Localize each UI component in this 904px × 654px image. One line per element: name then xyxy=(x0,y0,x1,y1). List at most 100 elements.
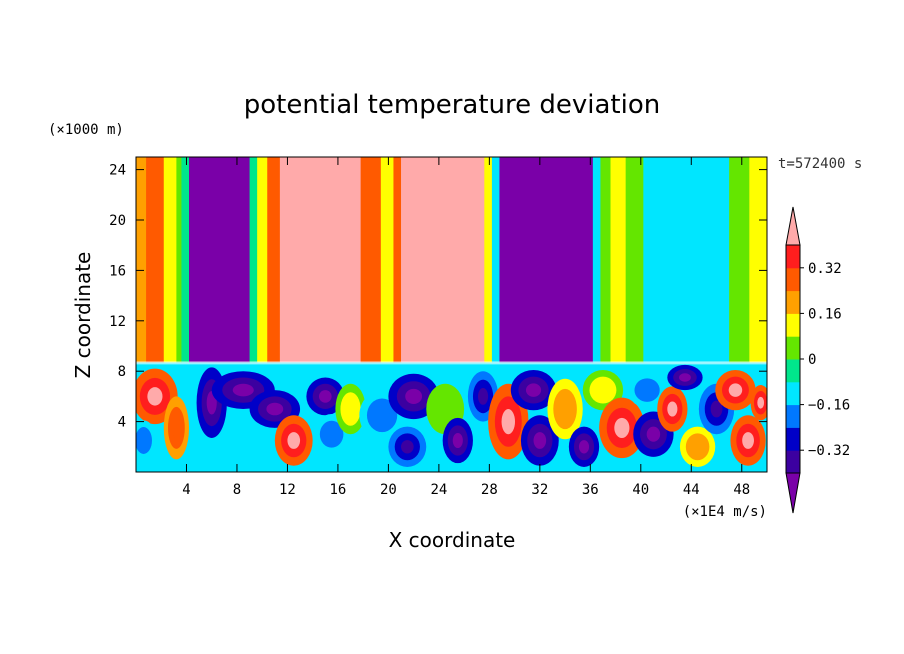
x-tick-label: 4 xyxy=(182,482,190,498)
colorbar-band xyxy=(786,450,800,474)
layer-interface xyxy=(136,361,767,365)
lower-blob xyxy=(452,432,463,449)
colorbar-band xyxy=(786,336,800,360)
upper-column xyxy=(600,157,612,363)
x-tick-label: 20 xyxy=(380,482,397,498)
upper-column xyxy=(499,157,594,363)
colorbar-label: 0.32 xyxy=(808,261,842,277)
y-tick-label: 4 xyxy=(118,415,126,431)
lower-blob xyxy=(147,387,163,406)
colorbar-max-arrow xyxy=(785,206,801,246)
x-tick-label: 48 xyxy=(733,482,750,498)
upper-column xyxy=(491,157,501,363)
lower-blob xyxy=(559,398,571,420)
upper-column xyxy=(729,157,750,363)
x-ticks: 4 8 12 16 20 24 28 32 36 40 44 48 xyxy=(182,157,750,498)
upper-column xyxy=(249,157,258,363)
lower-blob xyxy=(438,400,452,418)
upper-column xyxy=(257,157,268,363)
upper-column xyxy=(181,157,190,363)
upper-column xyxy=(610,157,627,363)
upper-column xyxy=(136,157,147,363)
upper-column xyxy=(625,157,644,363)
lower-blob xyxy=(374,406,390,424)
upper-column xyxy=(146,157,165,363)
y-axis-label: Z coordinate xyxy=(71,252,95,379)
lower-blob xyxy=(325,427,338,441)
x-tick-label: 40 xyxy=(632,482,649,498)
lower-blob xyxy=(640,384,654,396)
lower-blob xyxy=(401,440,414,454)
x-tick-label: 24 xyxy=(430,482,447,498)
colorbar-label: −0.32 xyxy=(808,443,850,459)
lower-blob xyxy=(501,409,516,435)
upper-column xyxy=(401,157,485,363)
y-tick-label: 24 xyxy=(109,163,126,179)
upper-column xyxy=(749,157,767,363)
y-tick-label: 16 xyxy=(109,263,126,279)
lower-blob xyxy=(318,390,332,403)
lower-blob xyxy=(757,396,765,409)
lower-blob xyxy=(525,383,542,397)
colorbar-min-arrow xyxy=(785,472,801,514)
x-tick-label: 16 xyxy=(329,482,346,498)
x-unit-label: (×1E4 m/s) xyxy=(683,504,767,520)
colorbar: 0.32 0.16 0 −0.16 −0.32 xyxy=(785,206,850,514)
y-tick-label: 8 xyxy=(118,364,126,380)
y-tick-label: 12 xyxy=(109,314,126,330)
x-tick-label: 32 xyxy=(531,482,548,498)
colorbar-band xyxy=(786,245,800,269)
upper-column xyxy=(484,157,493,363)
upper-column xyxy=(279,157,362,363)
upper-column xyxy=(267,157,281,363)
lower-blob xyxy=(232,383,254,397)
lower-blob xyxy=(405,388,423,404)
colorbar-band xyxy=(786,290,800,314)
lower-blob xyxy=(710,400,723,418)
colorbar-band xyxy=(786,427,800,451)
colorbar-label: 0 xyxy=(808,352,816,368)
y-tick-label: 20 xyxy=(109,213,126,229)
upper-column xyxy=(163,157,177,363)
colorbar-band xyxy=(786,267,800,292)
lower-blob xyxy=(646,426,661,442)
lower-blob xyxy=(667,401,678,417)
upper-column xyxy=(380,157,395,363)
upper-column xyxy=(176,157,183,363)
lower-blob xyxy=(742,432,754,449)
x-tick-label: 28 xyxy=(481,482,498,498)
upper-column xyxy=(360,157,382,363)
lower-blob xyxy=(679,373,691,382)
y-ticks: 4 8 12 16 20 24 xyxy=(109,163,767,431)
upper-column xyxy=(592,157,602,363)
y-unit-label: (×1000 m) xyxy=(48,122,124,138)
lower-blob xyxy=(596,383,610,397)
x-axis-label: X coordinate xyxy=(389,528,516,552)
lower-blob xyxy=(691,440,704,454)
lower-blob xyxy=(345,400,356,418)
lower-blob xyxy=(478,388,489,405)
lower-blob xyxy=(614,417,630,438)
x-tick-label: 8 xyxy=(233,482,241,498)
field-layer xyxy=(136,157,767,472)
colorbar-band xyxy=(786,381,800,406)
colorbar-band xyxy=(786,404,800,428)
colorbar-label: 0.16 xyxy=(808,306,842,322)
colorbar-band xyxy=(786,359,800,383)
lower-blob xyxy=(578,440,590,454)
colorbar-label: −0.16 xyxy=(808,398,850,414)
lower-blob xyxy=(287,432,301,449)
x-tick-label: 36 xyxy=(582,482,599,498)
time-label: t=572400 s xyxy=(778,156,862,172)
x-tick-label: 44 xyxy=(683,482,700,498)
plot-frame xyxy=(135,156,768,473)
lower-blob xyxy=(139,433,148,448)
lower-blob xyxy=(266,402,284,416)
chart-title: potential temperature deviation xyxy=(244,90,660,120)
lower-blob xyxy=(728,383,743,397)
lower-blob xyxy=(172,417,181,439)
upper-column xyxy=(643,157,730,363)
upper-column xyxy=(189,157,251,363)
x-tick-label: 12 xyxy=(279,482,296,498)
